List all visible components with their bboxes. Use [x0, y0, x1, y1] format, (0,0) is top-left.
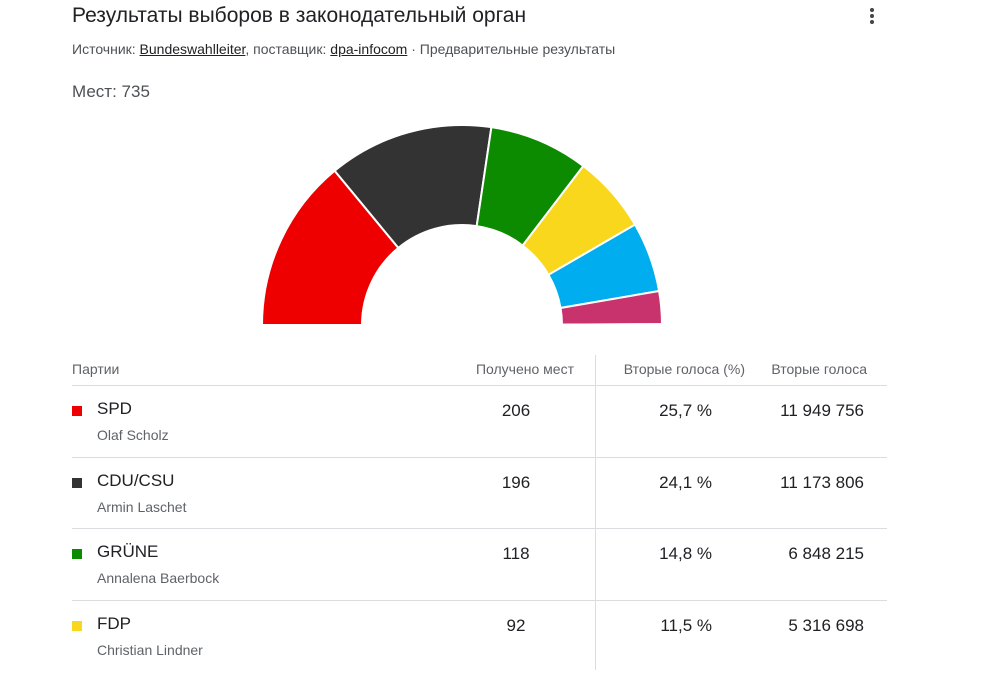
share: 11,5 % — [660, 615, 712, 635]
seats-label: Мест: 735 — [72, 82, 150, 101]
provider-link[interactable]: dpa-infocom — [330, 41, 408, 57]
share: 25,7 % — [659, 401, 712, 420]
votes: 6 848 215 — [788, 544, 864, 563]
party-swatch — [72, 620, 82, 631]
row-line — [72, 456, 887, 458]
seats: 92 — [506, 615, 526, 635]
party-swatch — [72, 477, 82, 488]
leader-name: Annalena Baerbock — [97, 570, 220, 586]
seats: 118 — [502, 544, 530, 563]
source-line: Источник: Bundeswahlleiter, поставщик: d… — [72, 41, 615, 57]
party-name: GRÜNE — [97, 542, 159, 561]
source-prefix: Источник: — [72, 41, 136, 57]
source-link[interactable]: Bundeswahlleiter — [139, 41, 246, 57]
column-divider — [595, 355, 596, 670]
seats: 206 — [501, 401, 531, 420]
provider-prefix: , поставщик: — [245, 41, 327, 57]
column-header: Вторые голоса (%) — [623, 361, 745, 377]
note: · Предварительные результаты — [411, 41, 616, 57]
row-line — [72, 528, 887, 529]
party-name: CDU/CSU — [97, 470, 175, 490]
menu-button[interactable] — [866, 6, 878, 28]
votes: 11 949 756 — [780, 401, 864, 420]
seats: 196 — [501, 472, 531, 492]
leader-name: Olaf Scholz — [97, 427, 169, 443]
share: 24,1 % — [659, 472, 712, 492]
votes: 11 173 806 — [780, 472, 864, 492]
share: 14,8 % — [659, 544, 712, 563]
column-header: Партии — [72, 361, 120, 377]
party-name: FDP — [97, 613, 131, 633]
column-header: Получено мест — [475, 361, 574, 377]
seat-segment — [560, 323, 664, 326]
column-header: Вторые голоса — [771, 361, 867, 377]
party-name: SPD — [97, 399, 132, 418]
row-line — [72, 599, 887, 601]
votes: 5 316 698 — [788, 615, 864, 635]
header-line — [72, 385, 887, 386]
leader-name: Armin Laschet — [97, 498, 187, 515]
title: Результаты выборов в законодательный орг… — [72, 4, 527, 27]
chart — [260, 124, 664, 326]
party-swatch — [72, 406, 82, 416]
party-swatch — [72, 549, 82, 559]
leader-name: Christian Lindner — [97, 641, 203, 658]
